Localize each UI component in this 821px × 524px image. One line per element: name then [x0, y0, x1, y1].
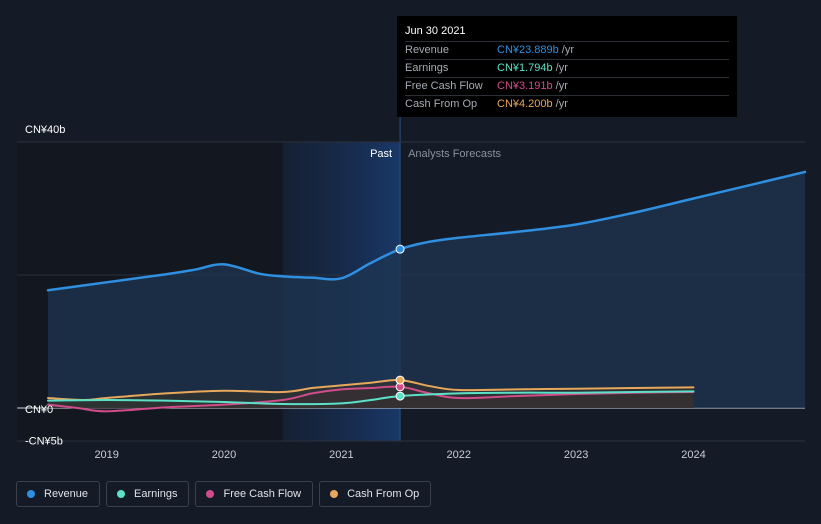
tooltip-row-earnings: Earnings CN¥1.794b /yr	[405, 59, 729, 76]
tooltip-label: Earnings	[405, 62, 449, 74]
tooltip-unit: /yr	[555, 62, 568, 74]
tooltip: Jun 30 2021 Revenue CN¥23.889b /yr Earni…	[397, 16, 737, 117]
x-tick-label: 2019	[94, 449, 118, 461]
x-tick-label: 2024	[681, 449, 705, 461]
tooltip-label: Free Cash Flow	[405, 80, 483, 92]
legend: Revenue Earnings Free Cash Flow Cash Fro…	[16, 481, 432, 507]
legend-label: Cash From Op	[347, 488, 420, 500]
tooltip-row-revenue: Revenue CN¥23.889b /yr	[405, 41, 729, 58]
tooltip-value: CN¥1.794b	[497, 62, 553, 74]
tooltip-label: Revenue	[405, 44, 450, 56]
legend-label: Earnings	[134, 488, 178, 500]
tooltip-row-cash-from-op: Cash From Op CN¥4.200b /yr	[405, 95, 729, 112]
tooltip-unit: /yr	[555, 80, 568, 92]
y-tick-label: CN¥40b	[25, 124, 65, 136]
legend-dot-icon	[206, 490, 215, 498]
legend-item-free-cash-flow[interactable]: Free Cash Flow	[195, 481, 314, 507]
tooltip-unit: /yr	[561, 44, 575, 56]
past-label: Past	[370, 148, 392, 160]
legend-label: Revenue	[44, 488, 89, 500]
legend-dot-icon	[117, 490, 126, 498]
x-tick-label: 2022	[447, 449, 471, 461]
marker-cash-from-op	[395, 375, 405, 385]
legend-label: Free Cash Flow	[223, 488, 302, 500]
legend-dot-icon	[330, 490, 339, 498]
forecast-label: Analysts Forecasts	[408, 148, 501, 160]
tooltip-row-free-cash-flow: Free Cash Flow CN¥3.191b /yr	[405, 77, 729, 94]
x-tick-label: 2023	[564, 449, 588, 461]
tooltip-label: Cash From Op	[405, 98, 478, 110]
marker-earnings	[395, 391, 405, 401]
series-line-earnings	[47, 390, 695, 406]
x-tick-label: 2021	[329, 449, 353, 461]
area-revenue	[48, 171, 805, 408]
tooltip-value: CN¥23.889b	[497, 44, 559, 56]
legend-item-revenue[interactable]: Revenue	[16, 481, 101, 507]
marker-revenue	[395, 244, 405, 254]
series-line-free-cash-flow	[47, 385, 695, 413]
legend-dot-icon	[27, 490, 35, 498]
y-tick-label: CN¥0	[25, 404, 53, 416]
tooltip-unit: /yr	[555, 98, 568, 110]
tooltip-value: CN¥3.191b	[497, 80, 553, 92]
x-tick-label: 2020	[212, 449, 236, 461]
tooltip-value: CN¥4.200b	[497, 98, 553, 110]
series-line-revenue	[46, 170, 807, 292]
legend-item-earnings[interactable]: Earnings	[106, 481, 190, 507]
tooltip-date: Jun 30 2021	[405, 25, 466, 37]
series-line-cash-from-op	[47, 378, 695, 402]
legend-item-cash-from-op[interactable]: Cash From Op	[319, 481, 432, 507]
y-tick-label: -CN¥5b	[25, 435, 63, 447]
